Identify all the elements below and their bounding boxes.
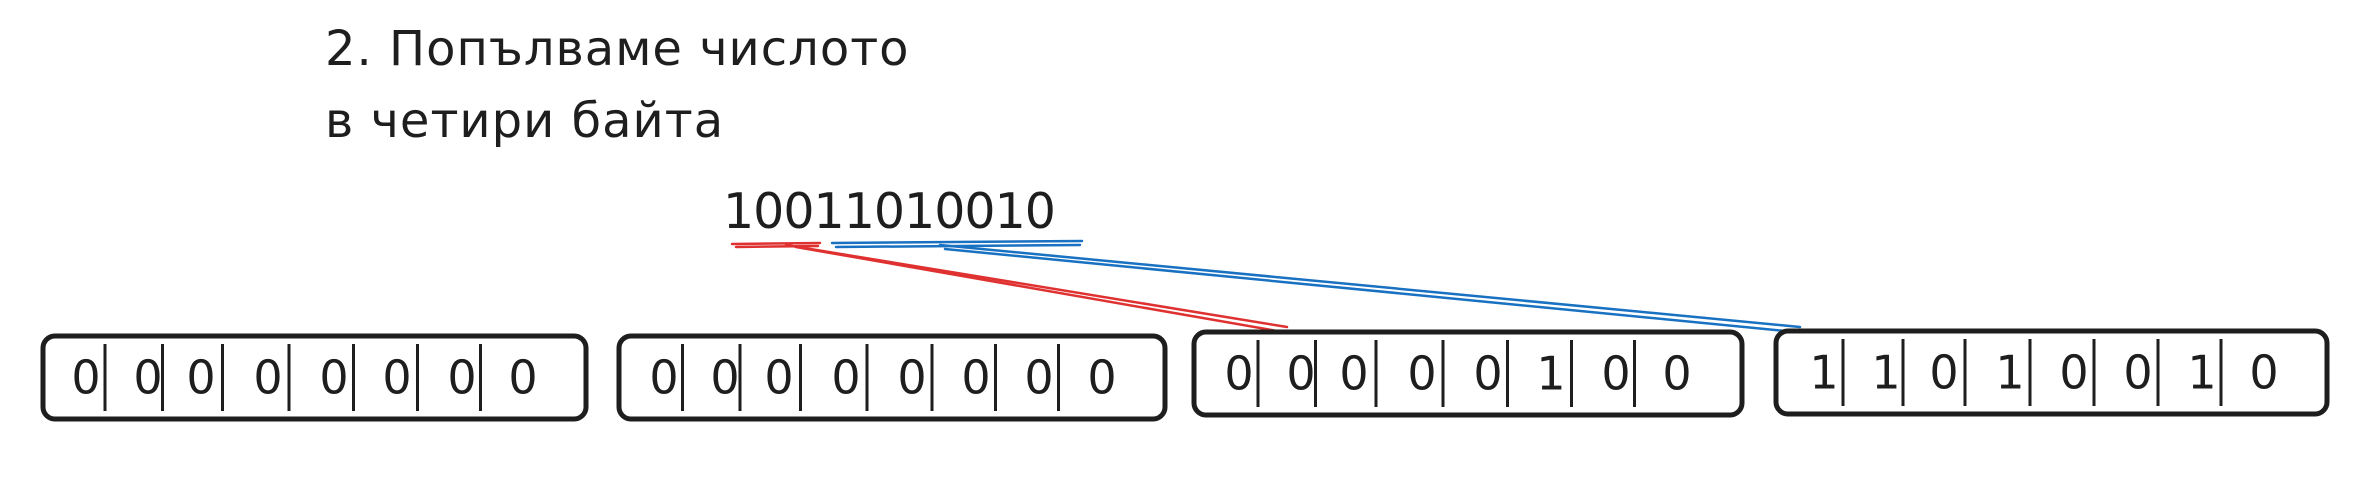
title-line-2: в четири байта (325, 93, 725, 149)
bit-value: 0 (1024, 351, 1053, 405)
high-bits-connector (730, 241, 1289, 334)
bit-value: 1 (1809, 346, 1838, 400)
high-bits-arrow-line-2 (794, 245, 1285, 334)
byte-frame (616, 333, 1168, 422)
high-bits-underline (730, 241, 822, 246)
bit-value: 0 (133, 351, 162, 405)
title-line-1: 2. Попълваме числото (325, 21, 910, 77)
byte-frame (1191, 329, 1745, 418)
byte-frame (40, 333, 589, 422)
bit-value: 0 (831, 351, 860, 405)
bit-value: 0 (1339, 347, 1368, 401)
bit-value: 0 (649, 351, 678, 405)
bit-value: 0 (897, 351, 926, 405)
bit-value: 0 (319, 351, 348, 405)
low-bits-underline (830, 239, 1084, 245)
bit-value: 0 (508, 351, 537, 405)
bit-value: 1 (1995, 346, 2024, 400)
bit-value: 0 (382, 351, 411, 405)
bit-value: 0 (1087, 351, 1116, 405)
bit-value: 0 (1407, 347, 1436, 401)
bit-value: 1 (1536, 347, 1565, 401)
high-bits-underline-2 (734, 244, 820, 249)
bit-value: 1 (2187, 346, 2216, 400)
bit-value: 0 (2249, 346, 2278, 400)
bit-value: 0 (2123, 346, 2152, 400)
bit-value: 0 (961, 351, 990, 405)
bit-value: 0 (186, 351, 215, 405)
low-bits-connector (830, 239, 1802, 334)
bit-value: 0 (1929, 346, 1958, 400)
byte-frame (1773, 328, 2330, 417)
bit-value: 0 (1601, 347, 1630, 401)
bit-value: 0 (71, 351, 100, 405)
bit-value: 1 (1871, 346, 1900, 400)
bit-value: 0 (1224, 347, 1253, 401)
bit-value: 0 (1662, 347, 1691, 401)
bit-value: 0 (447, 351, 476, 405)
bit-value: 0 (2059, 346, 2088, 400)
low-bits-arrow-line-2 (943, 247, 1798, 334)
bit-value: 0 (764, 351, 793, 405)
bit-value: 0 (710, 351, 739, 405)
bit-value: 0 (1473, 347, 1502, 401)
low-bits-arrow-line (938, 243, 1802, 329)
bit-value: 0 (253, 351, 282, 405)
binary-number: 10011010010 (723, 183, 1056, 240)
bit-value: 0 (1286, 347, 1315, 401)
